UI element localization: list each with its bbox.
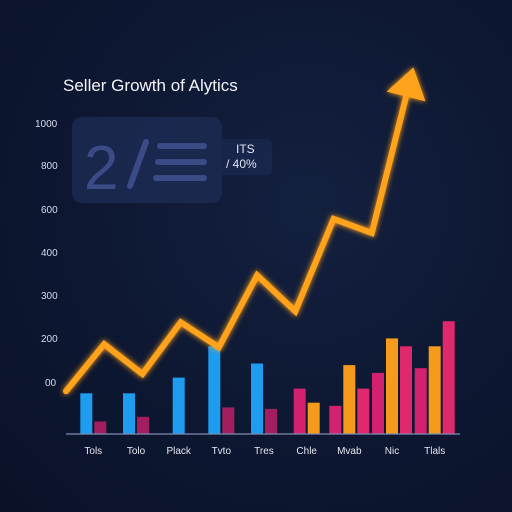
stat-card-tag-line2: / 40% [226,157,257,171]
bar [222,407,235,434]
y-tick-label: 800 [41,161,58,172]
bar [442,321,455,434]
y-tick-label: 1000 [35,119,58,130]
bar [372,372,384,434]
bar [123,393,135,434]
bar [329,405,342,434]
bar [293,388,306,434]
bar [251,363,263,434]
x-tick-label: Mvab [337,446,362,457]
stat-card-panel [72,117,222,203]
trend-arrow-head [386,67,426,102]
y-tick-label: 400 [41,248,58,259]
x-tick-label: Tvto [212,446,232,457]
bar [428,346,441,434]
bar [80,393,93,434]
list-icon [127,139,207,189]
x-tick-label: Chle [296,446,317,457]
bar [343,365,356,434]
stat-card-number: 2 [84,134,118,203]
y-tick-label: 200 [41,334,58,345]
x-tick-label: Nic [385,446,399,457]
x-tick-label: Tols [84,446,102,457]
bar [172,377,185,434]
bar [307,402,320,434]
bar [94,421,107,434]
stat-card-tag-line1: ITS [236,142,255,156]
y-axis-ticks: 1000 800 600 400 300 200 00 [35,119,58,389]
trend-line-group [63,67,426,395]
bar [400,346,412,434]
bar-series [80,321,455,434]
bar [386,338,398,434]
y-tick-label: 00 [45,378,57,389]
stat-card: 2 ITS / 40% [72,117,272,203]
y-tick-label: 300 [41,291,58,302]
stat-card-tag-panel [214,139,272,175]
x-axis-ticks: Tols Tolo Plack Tvto Tres Chle Mvab Nic Tlals [84,446,445,457]
y-tick-label: 600 [41,205,58,216]
x-tick-label: Plack [166,446,191,457]
bar [137,416,149,434]
bar [208,346,221,434]
bar [357,388,370,434]
bar [265,408,277,434]
chart-title: Seller Growth of Alytics [63,76,238,95]
x-tick-label: Tlals [424,446,445,457]
x-tick-label: Tres [254,446,274,457]
trend-line [63,78,413,395]
bar [414,368,427,434]
x-tick-label: Tolo [127,446,146,457]
